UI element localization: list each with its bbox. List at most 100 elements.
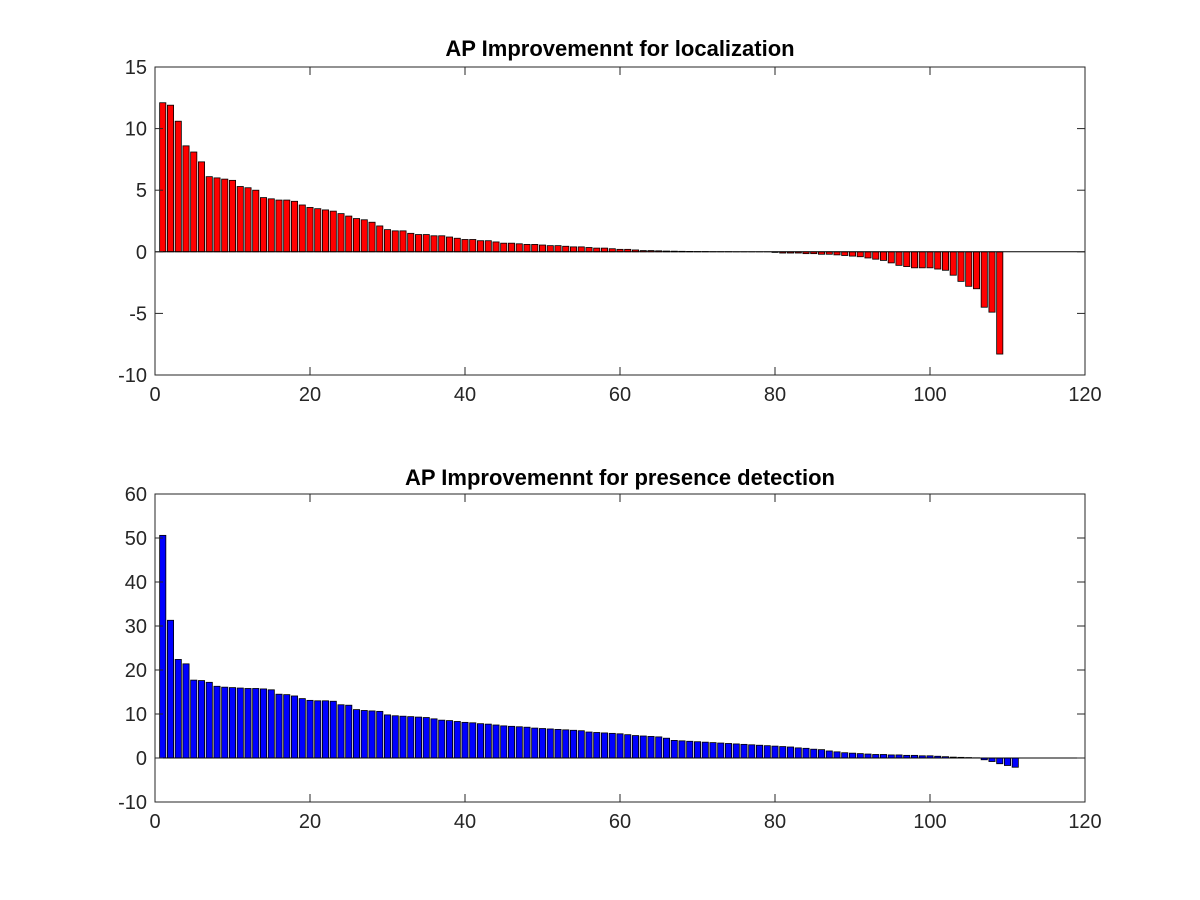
bar (732, 743, 740, 759)
bar (647, 736, 655, 759)
bar (980, 251, 988, 308)
bar (213, 685, 221, 759)
bar (949, 251, 957, 276)
bar (639, 735, 647, 759)
bar (507, 242, 515, 253)
bar (159, 534, 167, 759)
bar (484, 723, 492, 759)
bar (399, 230, 407, 253)
bar (632, 735, 640, 759)
bar (368, 710, 376, 759)
bar (190, 151, 198, 253)
subplot-localization: AP Improvemennt for localization 0 20 40 60… (118, 36, 1102, 406)
x-tick-label: 0 (149, 384, 160, 406)
bar (562, 729, 570, 759)
bar (546, 245, 554, 253)
bar (314, 208, 322, 253)
bar (849, 752, 857, 759)
bar (531, 244, 539, 253)
y-ticks: -10 -5 0 5 10 15 (118, 57, 1085, 387)
bar (267, 198, 275, 253)
bar (453, 237, 461, 253)
x-tick-label: 20 (299, 811, 321, 833)
bar (166, 619, 174, 759)
bar (438, 719, 446, 759)
bar (430, 718, 438, 759)
bar (531, 727, 539, 759)
bar (911, 251, 919, 269)
bar (236, 687, 244, 759)
bars (159, 534, 1019, 768)
bar (996, 757, 1004, 765)
x-tick-label: 80 (764, 384, 786, 406)
bar (298, 698, 306, 759)
bar (290, 200, 298, 253)
bar (740, 743, 748, 759)
bar (864, 251, 872, 259)
y-tick-label: 50 (125, 528, 147, 550)
bar (523, 244, 531, 253)
bar (709, 742, 717, 759)
bar (934, 251, 942, 270)
bar (577, 730, 585, 759)
bar (345, 704, 353, 759)
bar (895, 251, 903, 266)
bar (957, 251, 965, 282)
bar (314, 700, 322, 759)
bar (655, 736, 663, 759)
bar (678, 740, 686, 759)
x-tick-label: 40 (454, 384, 476, 406)
bar (275, 693, 283, 759)
bar (221, 178, 229, 253)
bar (585, 731, 593, 759)
bar (663, 737, 671, 759)
bar (601, 732, 609, 759)
bar (221, 686, 229, 759)
chart-title: AP Improvemennt for localization (445, 36, 794, 61)
bar (174, 120, 182, 253)
bar (725, 743, 733, 759)
bar (864, 753, 872, 759)
bar (205, 176, 213, 253)
bar (213, 177, 221, 253)
bar (197, 161, 205, 253)
bar (174, 659, 182, 759)
bar (383, 714, 391, 759)
bar (872, 754, 880, 759)
bar (570, 729, 578, 759)
bar (236, 186, 244, 253)
bar (329, 210, 337, 253)
bar (686, 740, 694, 759)
bar (515, 243, 523, 253)
bar (965, 251, 973, 287)
bar (259, 197, 267, 253)
y-tick-label: 10 (125, 119, 147, 141)
bar (391, 230, 399, 253)
bar (577, 246, 585, 253)
x-tick-label: 80 (764, 811, 786, 833)
bar (182, 663, 190, 759)
bar (352, 709, 360, 759)
bars (159, 102, 1004, 355)
bar (337, 213, 345, 253)
bar (252, 189, 260, 253)
bar (616, 733, 624, 759)
bar (259, 688, 267, 759)
y-tick-label: 5 (136, 180, 147, 202)
bar (988, 757, 996, 762)
bar (352, 218, 360, 253)
bar (973, 251, 981, 290)
y-tick-label: 30 (125, 616, 147, 638)
bar (856, 251, 864, 258)
bar (601, 247, 609, 253)
bar (445, 720, 453, 759)
bar (926, 251, 934, 269)
bar (329, 700, 337, 759)
bar (391, 715, 399, 759)
bar (166, 104, 174, 253)
bar (422, 717, 430, 759)
bar (763, 745, 771, 759)
bar (414, 234, 422, 253)
bar (942, 251, 950, 271)
